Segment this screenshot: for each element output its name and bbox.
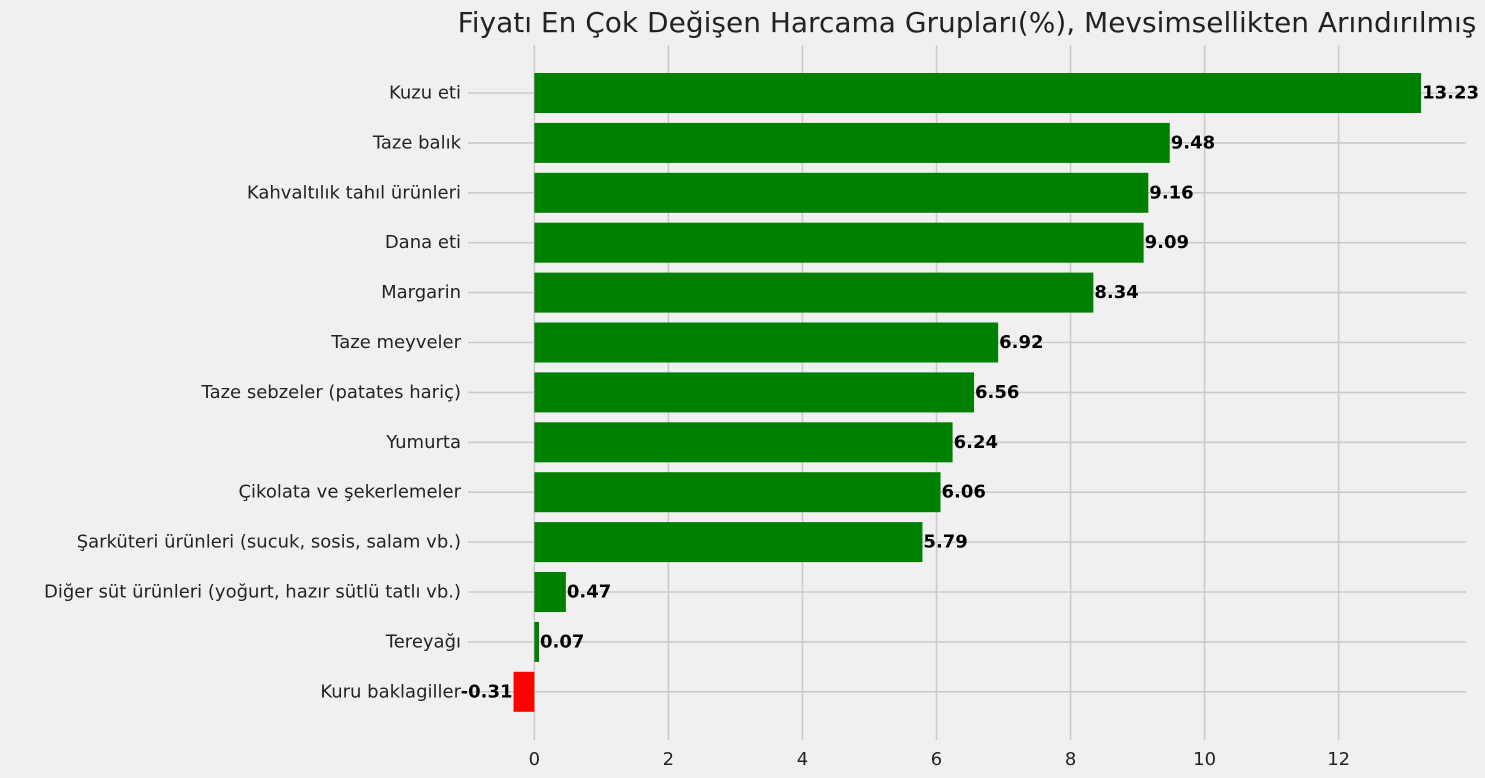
x-tick-label: 6 [931, 749, 942, 770]
bar [513, 671, 535, 712]
data-label: 0.07 [540, 631, 584, 652]
bar [534, 372, 975, 413]
category-labels: Kuzu eti Taze balık Kahvaltılık tahıl ürün… [44, 83, 462, 703]
data-label: 9.09 [1145, 232, 1189, 253]
bar [534, 522, 923, 563]
x-tick-label: 10 [1193, 749, 1216, 770]
bar [534, 73, 1422, 113]
bar [534, 172, 1149, 213]
category-label: Diğer süt ürünleri (yoğurt, hazır sütlü … [44, 582, 461, 603]
x-tick-labels: 0 2 4 6 8 10 12 [529, 749, 1350, 770]
bar [534, 572, 566, 612]
category-label: Şarküteri ürünleri (sucuk, sosis, salam … [77, 532, 461, 553]
bar [534, 422, 953, 463]
data-label: 6.06 [942, 482, 986, 503]
bar [534, 621, 540, 662]
bars [513, 73, 1422, 712]
data-label: 5.79 [923, 532, 967, 553]
category-label: Çikolata ve şekerlemeler [238, 482, 461, 503]
category-label: Taze balık [372, 132, 462, 153]
category-label: Taze meyveler [330, 332, 461, 353]
data-label: -0.31 [461, 681, 513, 702]
data-label: 6.56 [975, 382, 1019, 403]
x-tick-label: 2 [663, 749, 674, 770]
data-label: 0.47 [567, 582, 611, 603]
category-label: Kuzu eti [389, 83, 461, 104]
category-label: Yumurta [385, 432, 461, 453]
data-label: 9.48 [1171, 132, 1215, 153]
category-label: Margarin [381, 282, 461, 303]
bar [534, 272, 1094, 313]
chart-title: Fiyatı En Çok Değişen Harcama Grupları(%… [458, 6, 1477, 39]
bar [534, 322, 999, 363]
x-tick-label: 12 [1327, 749, 1350, 770]
bar [534, 222, 1144, 263]
bar [534, 472, 941, 513]
category-label: Kuru baklagiller [320, 681, 461, 702]
category-label: Tereyağı [385, 631, 461, 652]
bar [534, 122, 1170, 163]
x-tick-label: 0 [529, 749, 540, 770]
category-label: Kahvaltılık tahıl ürünleri [247, 182, 461, 203]
category-label: Dana eti [385, 232, 461, 253]
data-label: 6.24 [954, 432, 998, 453]
data-label: 9.16 [1149, 182, 1193, 203]
data-label: 13.23 [1422, 83, 1479, 104]
data-label: 6.92 [999, 332, 1043, 353]
category-label: Taze sebzeler (patates hariç) [201, 382, 461, 403]
x-tick-label: 8 [1065, 749, 1076, 770]
data-label: 8.34 [1094, 282, 1138, 303]
value-labels: 13.23 9.48 9.16 9.09 8.34 6.92 6.56 6.24 6.06 5.7… [461, 83, 1479, 703]
x-tick-label: 4 [797, 749, 808, 770]
